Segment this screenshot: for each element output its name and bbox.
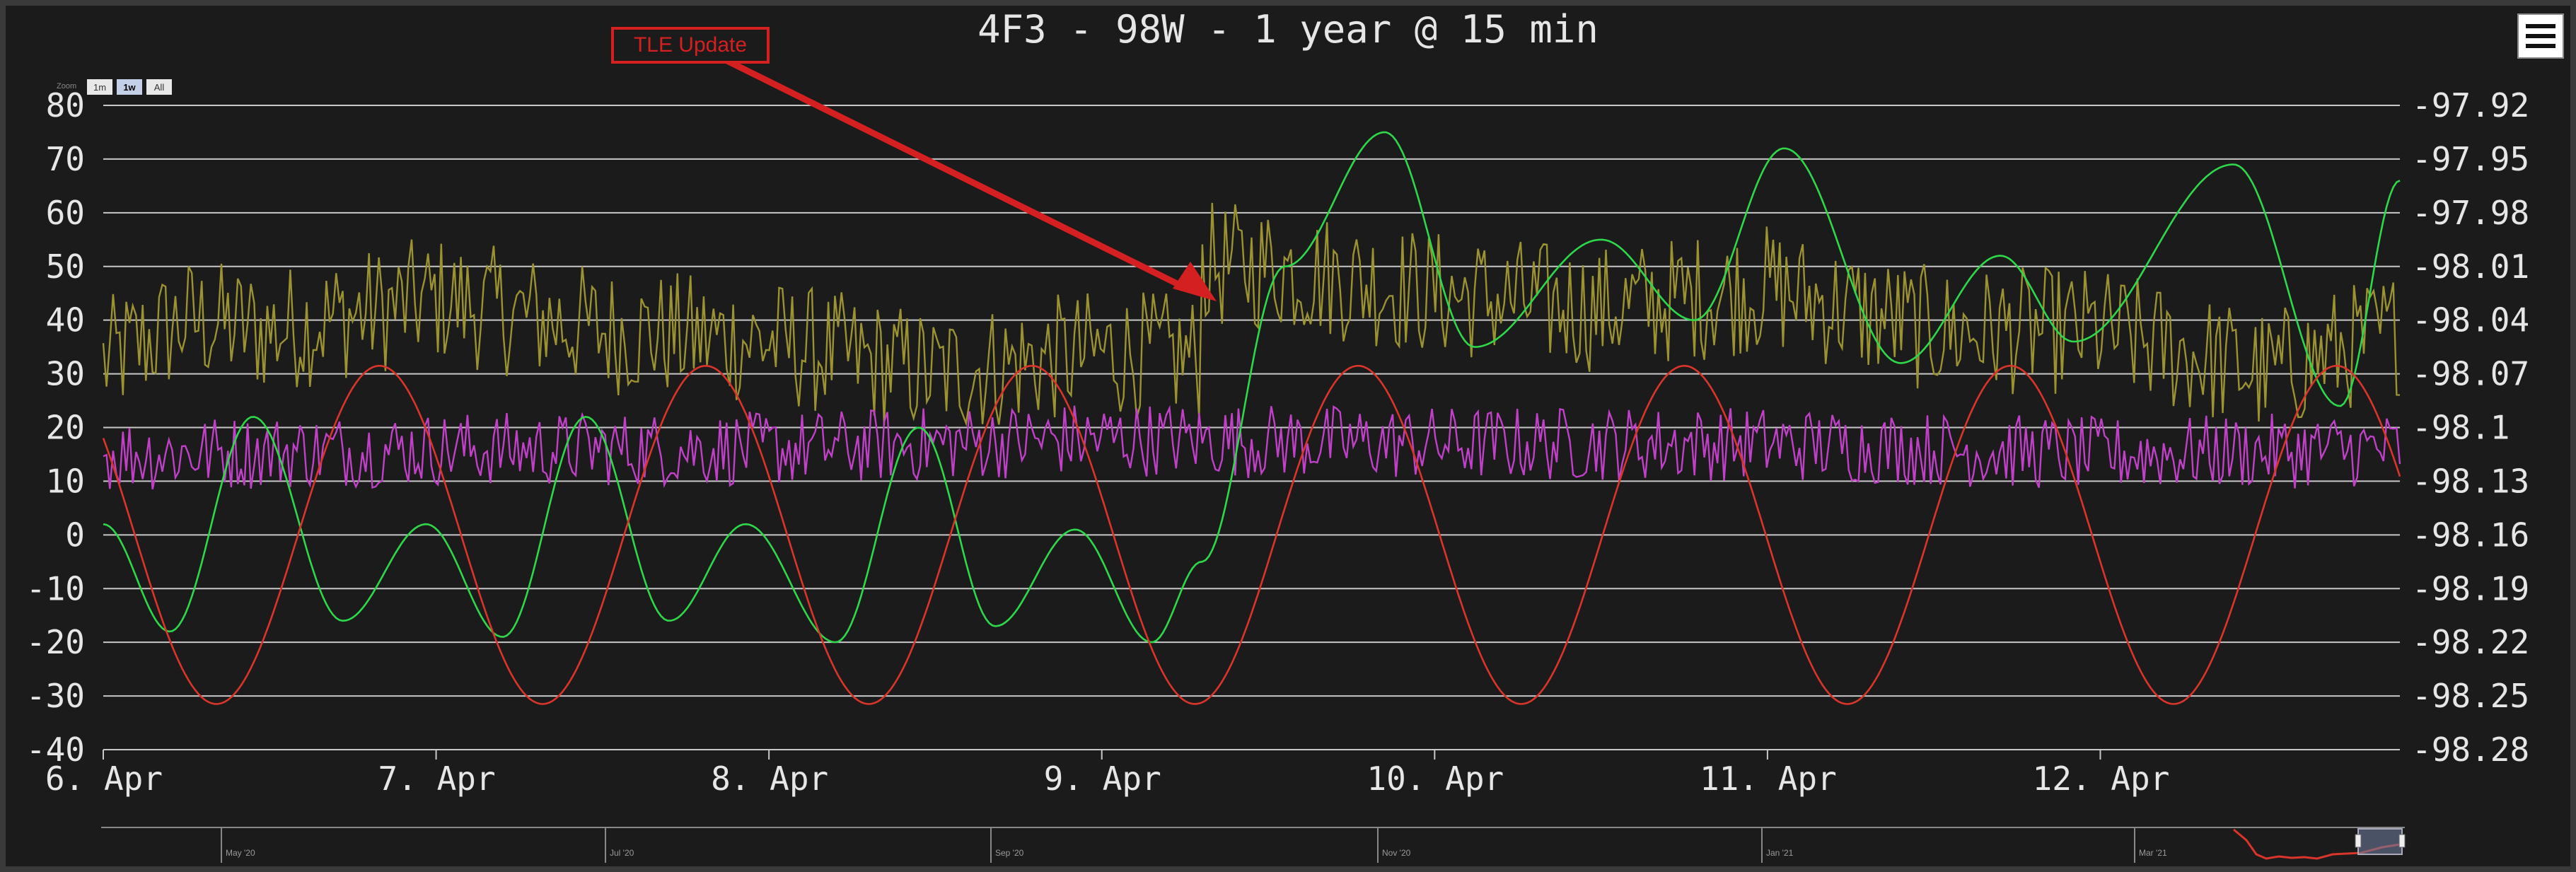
series-line-0: [102, 202, 2401, 427]
y-right-tick-label: -97.95: [2412, 140, 2529, 178]
navigator-label: Mar '21: [2139, 848, 2167, 858]
zoom-button-1w-label: 1w: [123, 82, 136, 93]
series-line-1: [103, 405, 2401, 489]
zoom-button-all-label: All: [154, 82, 165, 93]
tle-annotation: TLE Update: [611, 27, 1217, 301]
x-tick-label: 11. Apr: [1700, 760, 1837, 798]
navigator-label: Jan '21: [1766, 848, 1794, 858]
x-tick-label: 6. Apr: [45, 760, 163, 798]
y-left-tick-label: 30: [46, 355, 85, 393]
y-left-tick-label: -10: [26, 569, 85, 608]
y-left-tick-label: 50: [46, 248, 85, 286]
navigator-label: Sep '20: [995, 848, 1024, 858]
y-right-tick-label: -98.25: [2412, 677, 2529, 715]
annotation-box: [611, 27, 770, 64]
navigator-label: May '20: [226, 848, 255, 858]
x-axis: 6. Apr 7. Apr 8. Apr 9. Apr 10. Apr 11. Apr 12…: [45, 750, 2170, 798]
x-tick-label: 9. Apr: [1044, 760, 1161, 798]
grid-layer: [103, 105, 2400, 750]
y-right-tick-label: -98.13: [2412, 462, 2529, 500]
annotation-label: TLE Update: [634, 33, 747, 57]
navigator-label: Jul '20: [610, 848, 634, 858]
x-tick-label: 8. Apr: [711, 760, 828, 798]
y-left-tick-label: 40: [46, 301, 85, 339]
navigator-handle-left: [2355, 834, 2362, 848]
zoom-button-1w[interactable]: 1w: [117, 79, 142, 95]
annotation-arrow-head: [1173, 262, 1217, 301]
y-left-tick-label: 0: [65, 516, 85, 554]
y-left-tick-label: 20: [46, 409, 85, 447]
hamburger-menu-icon[interactable]: [2517, 13, 2564, 59]
y-right-tick-label: -98.1: [2412, 409, 2510, 447]
series-line-2: [103, 131, 2401, 644]
x-tick-label: 7. Apr: [378, 760, 495, 798]
y-right-tick-label: -97.92: [2412, 86, 2529, 124]
y-right-tick-label: -98.28: [2412, 731, 2529, 769]
y-right-tick-label: -97.98: [2412, 194, 2529, 232]
zoom-button-1m[interactable]: 1m: [87, 79, 112, 95]
y-left-tick-label: 80: [46, 86, 85, 124]
y-left-tick-label: 70: [46, 140, 85, 178]
y-left-tick-label: 60: [46, 194, 85, 232]
navigator[interactable]: May '20 Jul '20 Sep '20 Nov '20 Jan '21 Mar '…: [101, 827, 2406, 863]
y-left-tick-label: -40: [26, 731, 85, 769]
y-axis-left: 80 70 60 50 40 30 20 10 0 -10 -20 -30 -40: [26, 86, 85, 769]
zoom-selector: Zoom 1m 1w All: [57, 79, 172, 95]
zoom-button-1m-label: 1m: [93, 82, 106, 93]
zoom-button-all[interactable]: All: [146, 79, 172, 95]
chart-title: 4F3 - 98W - 1 year @ 15 min: [977, 7, 1599, 52]
y-right-tick-label: -98.07: [2412, 355, 2529, 393]
y-left-tick-label: -20: [26, 623, 85, 661]
y-right-tick-label: -98.22: [2412, 623, 2529, 661]
x-tick-label: 10. Apr: [1367, 760, 1504, 798]
y-right-tick-label: -98.19: [2412, 569, 2529, 608]
navigator-handle-right: [2398, 834, 2406, 848]
y-left-tick-label: -30: [26, 677, 85, 715]
y-axis-right: -97.92 -97.95 -97.98 -98.01 -98.04 -98.07 -98.…: [2412, 86, 2529, 769]
zoom-label: Zoom: [57, 82, 76, 91]
x-tick-label: 12. Apr: [2033, 760, 2170, 798]
annotation-arrow-line: [726, 57, 1188, 292]
y-right-tick-label: -98.16: [2412, 516, 2529, 554]
navigator-label: Nov '20: [1382, 848, 1411, 858]
series-layer: [102, 131, 2401, 705]
navigator-selection: [2357, 828, 2403, 855]
y-right-tick-label: -98.04: [2412, 301, 2529, 339]
series-line-3: [102, 364, 2401, 705]
y-left-tick-label: 10: [46, 462, 85, 500]
y-right-tick-label: -98.01: [2412, 248, 2529, 286]
